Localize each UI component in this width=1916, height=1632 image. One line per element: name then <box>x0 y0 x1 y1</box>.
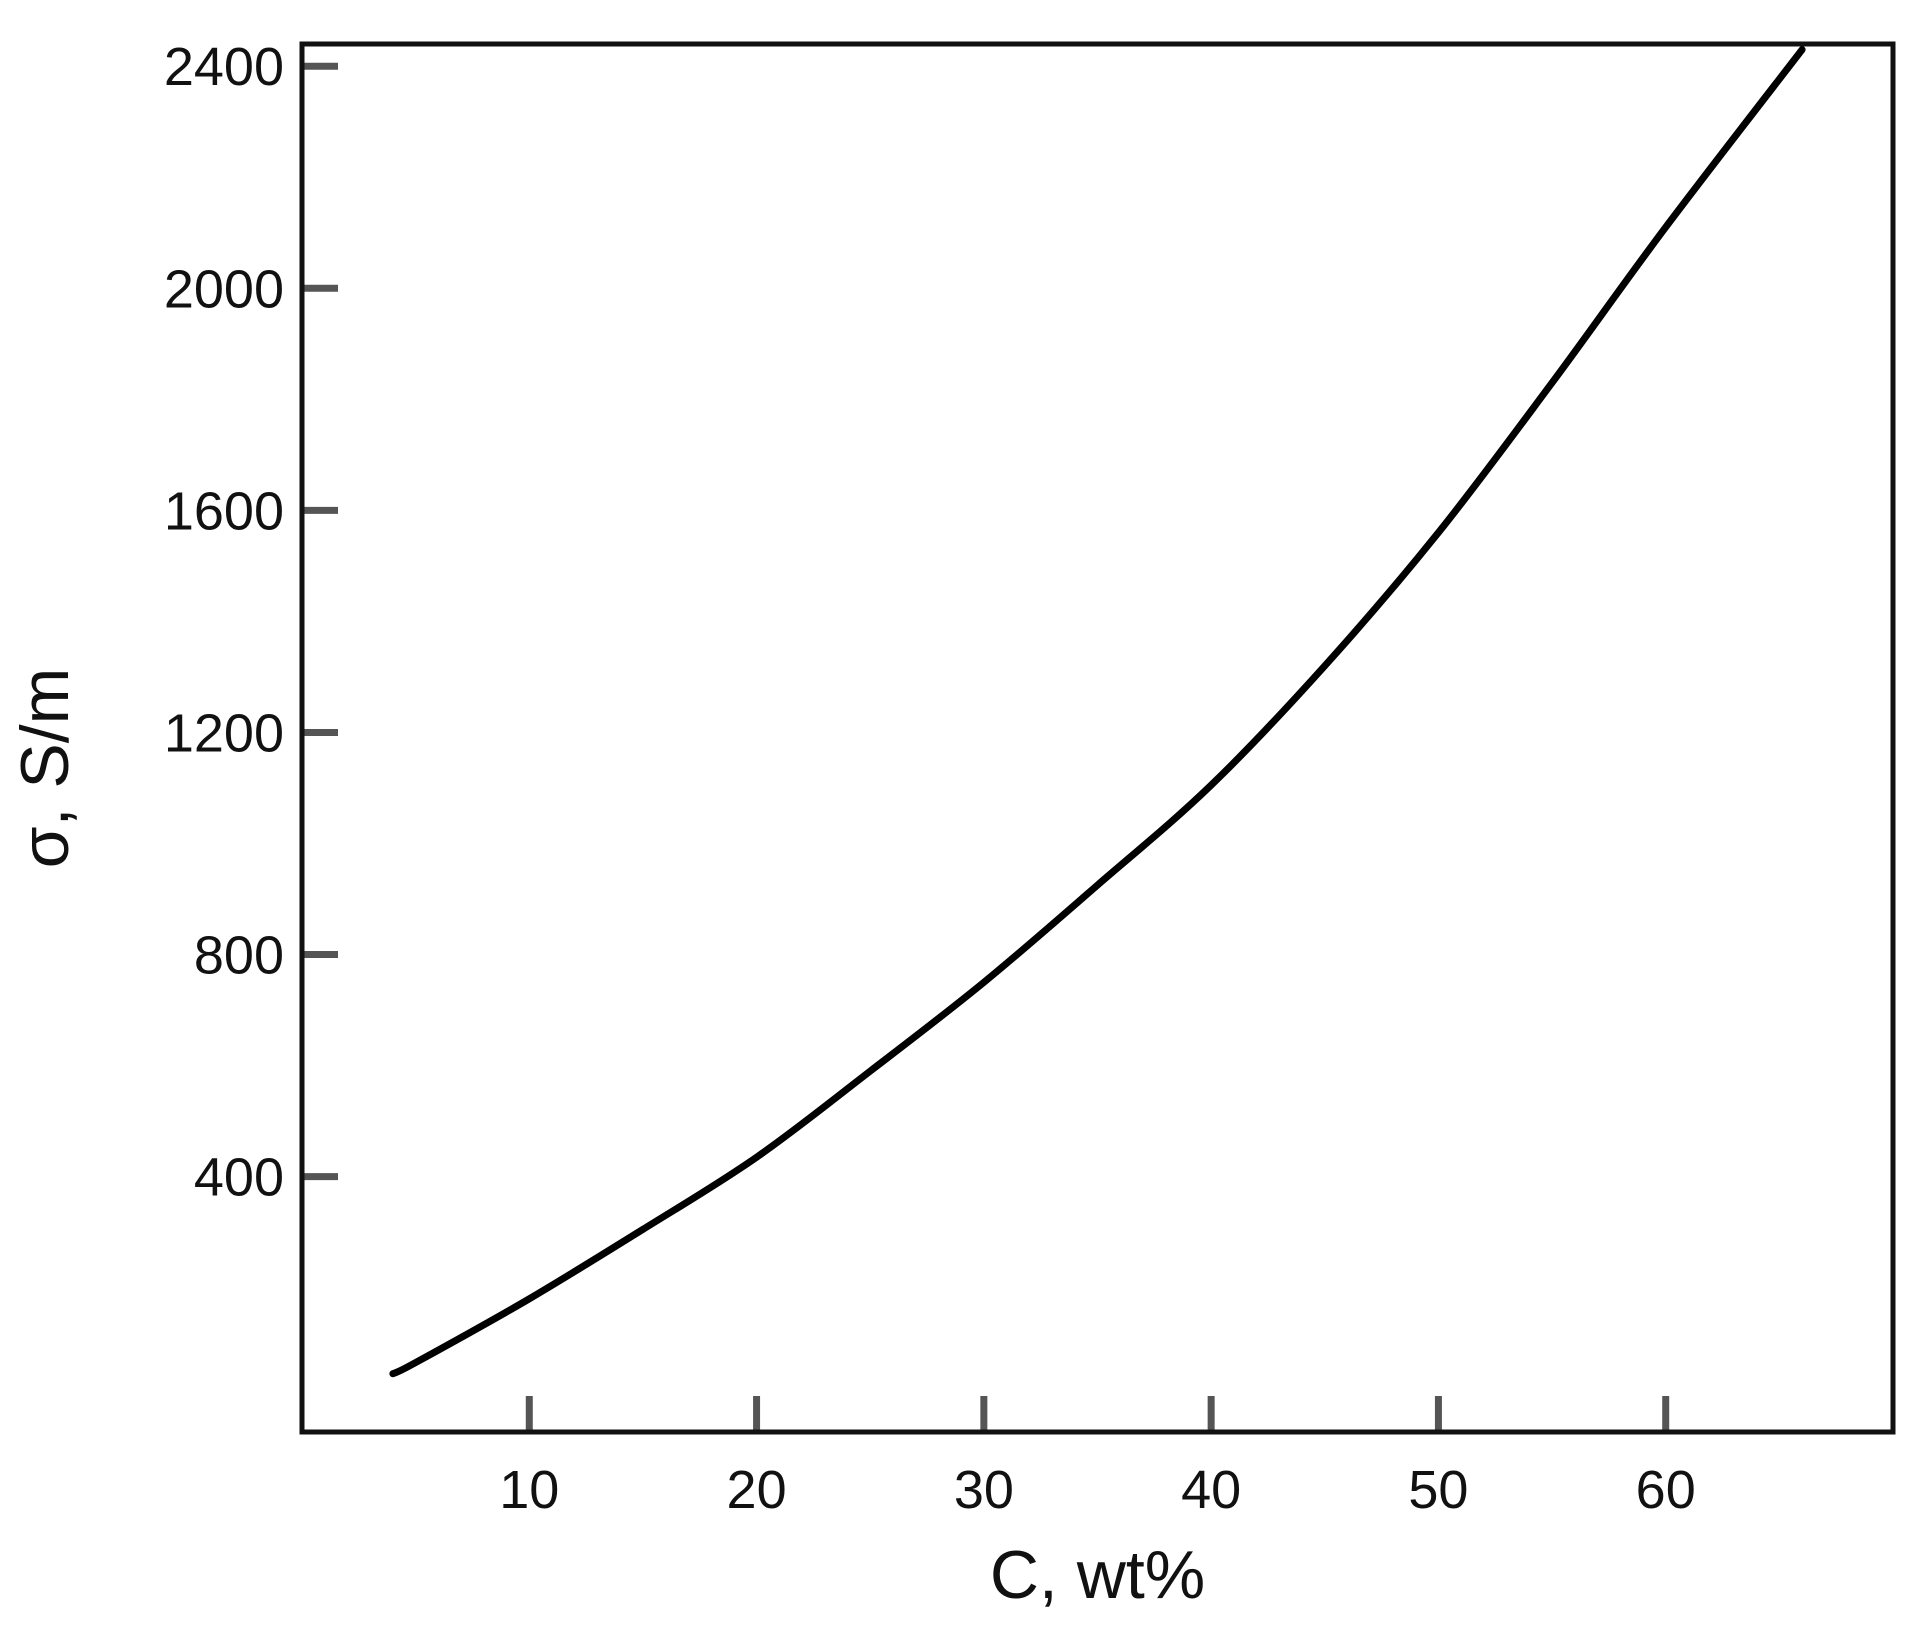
y-tick-label: 400 <box>194 1148 284 1208</box>
plot-frame <box>299 41 1896 1435</box>
y-tick-label: 1600 <box>164 481 284 541</box>
x-tick-label: 10 <box>499 1460 559 1520</box>
x-tick-label: 60 <box>1636 1460 1696 1520</box>
x-axis-title: C, wt% <box>990 1537 1205 1613</box>
conductivity-curve <box>389 46 1806 1378</box>
x-tick-label: 20 <box>727 1460 787 1520</box>
x-ticks: 10 20 30 40 50 60 <box>499 1396 1696 1520</box>
x-tick-label: 40 <box>1181 1460 1241 1520</box>
y-ticks: 400 800 1200 1600 2000 2400 <box>164 37 338 1208</box>
x-tick-label: 50 <box>1408 1460 1468 1520</box>
y-tick-label: 800 <box>194 926 284 986</box>
y-axis-title: σ, S/m <box>7 668 83 869</box>
y-tick-label: 2400 <box>164 37 284 97</box>
y-tick-label: 1200 <box>164 703 284 763</box>
x-tick-label: 30 <box>954 1460 1014 1520</box>
y-tick-label: 2000 <box>164 259 284 319</box>
